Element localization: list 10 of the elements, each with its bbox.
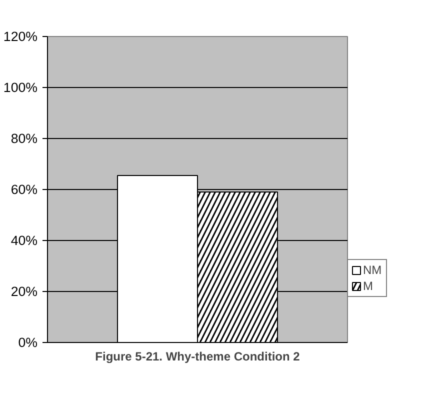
y-tick-label: 60% [10, 182, 38, 197]
y-tick-label: 100% [3, 80, 38, 95]
y-tick-label: 40% [10, 233, 38, 248]
y-tick-label: 80% [10, 131, 38, 146]
legend-label: NM [363, 263, 383, 277]
y-tick-label: 0% [18, 335, 38, 350]
y-tick-label: 120% [3, 29, 38, 44]
y-tick-label: 20% [10, 284, 38, 299]
legend-label: M [363, 279, 374, 293]
text: Figure 5-21. Why-theme Condition 2 [95, 350, 300, 364]
